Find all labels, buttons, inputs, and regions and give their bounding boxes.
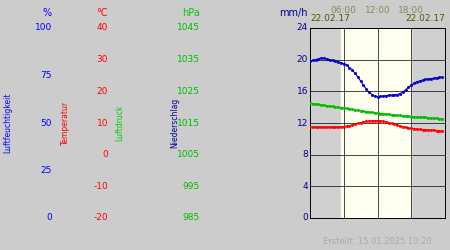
Text: 12:00: 12:00 bbox=[364, 6, 391, 15]
Text: Niederschlag: Niederschlag bbox=[171, 98, 180, 148]
Text: 24: 24 bbox=[297, 24, 308, 32]
Text: Luftfeuchtigkeit: Luftfeuchtigkeit bbox=[4, 93, 13, 153]
Text: 10: 10 bbox=[96, 118, 108, 128]
Text: -10: -10 bbox=[93, 182, 108, 191]
Text: -20: -20 bbox=[94, 214, 108, 222]
Text: 25: 25 bbox=[40, 166, 52, 175]
Text: 18:00: 18:00 bbox=[398, 6, 424, 15]
Text: 1005: 1005 bbox=[177, 150, 200, 159]
Text: 40: 40 bbox=[97, 24, 108, 32]
Text: 75: 75 bbox=[40, 71, 52, 80]
Text: 1045: 1045 bbox=[177, 24, 200, 32]
Text: %: % bbox=[43, 8, 52, 18]
Text: mm/h: mm/h bbox=[279, 8, 308, 18]
Text: °C: °C bbox=[96, 8, 108, 18]
Text: 995: 995 bbox=[183, 182, 200, 191]
Bar bbox=[341, 28, 411, 218]
Text: 22.02.17: 22.02.17 bbox=[405, 14, 445, 23]
Text: Luftdruck: Luftdruck bbox=[116, 105, 125, 141]
Text: 0: 0 bbox=[102, 150, 108, 159]
Text: 12: 12 bbox=[297, 118, 308, 128]
Text: 0: 0 bbox=[302, 214, 308, 222]
Text: 22.02.17: 22.02.17 bbox=[310, 14, 350, 23]
Text: Erstellt: 15.01.2025 10:20: Erstellt: 15.01.2025 10:20 bbox=[323, 237, 432, 246]
Text: 8: 8 bbox=[302, 150, 308, 159]
Text: 1035: 1035 bbox=[177, 55, 200, 64]
Text: 50: 50 bbox=[40, 118, 52, 128]
Text: Temperatur: Temperatur bbox=[60, 101, 69, 145]
Text: 0: 0 bbox=[46, 214, 52, 222]
Text: 20: 20 bbox=[297, 55, 308, 64]
Text: 4: 4 bbox=[302, 182, 308, 191]
Text: 100: 100 bbox=[35, 24, 52, 32]
Text: 16: 16 bbox=[297, 87, 308, 96]
Text: 1025: 1025 bbox=[177, 87, 200, 96]
Text: hPa: hPa bbox=[182, 8, 200, 18]
Text: 985: 985 bbox=[183, 214, 200, 222]
Text: 30: 30 bbox=[96, 55, 108, 64]
Text: 06:00: 06:00 bbox=[331, 6, 357, 15]
Text: 1015: 1015 bbox=[177, 118, 200, 128]
Text: 20: 20 bbox=[97, 87, 108, 96]
